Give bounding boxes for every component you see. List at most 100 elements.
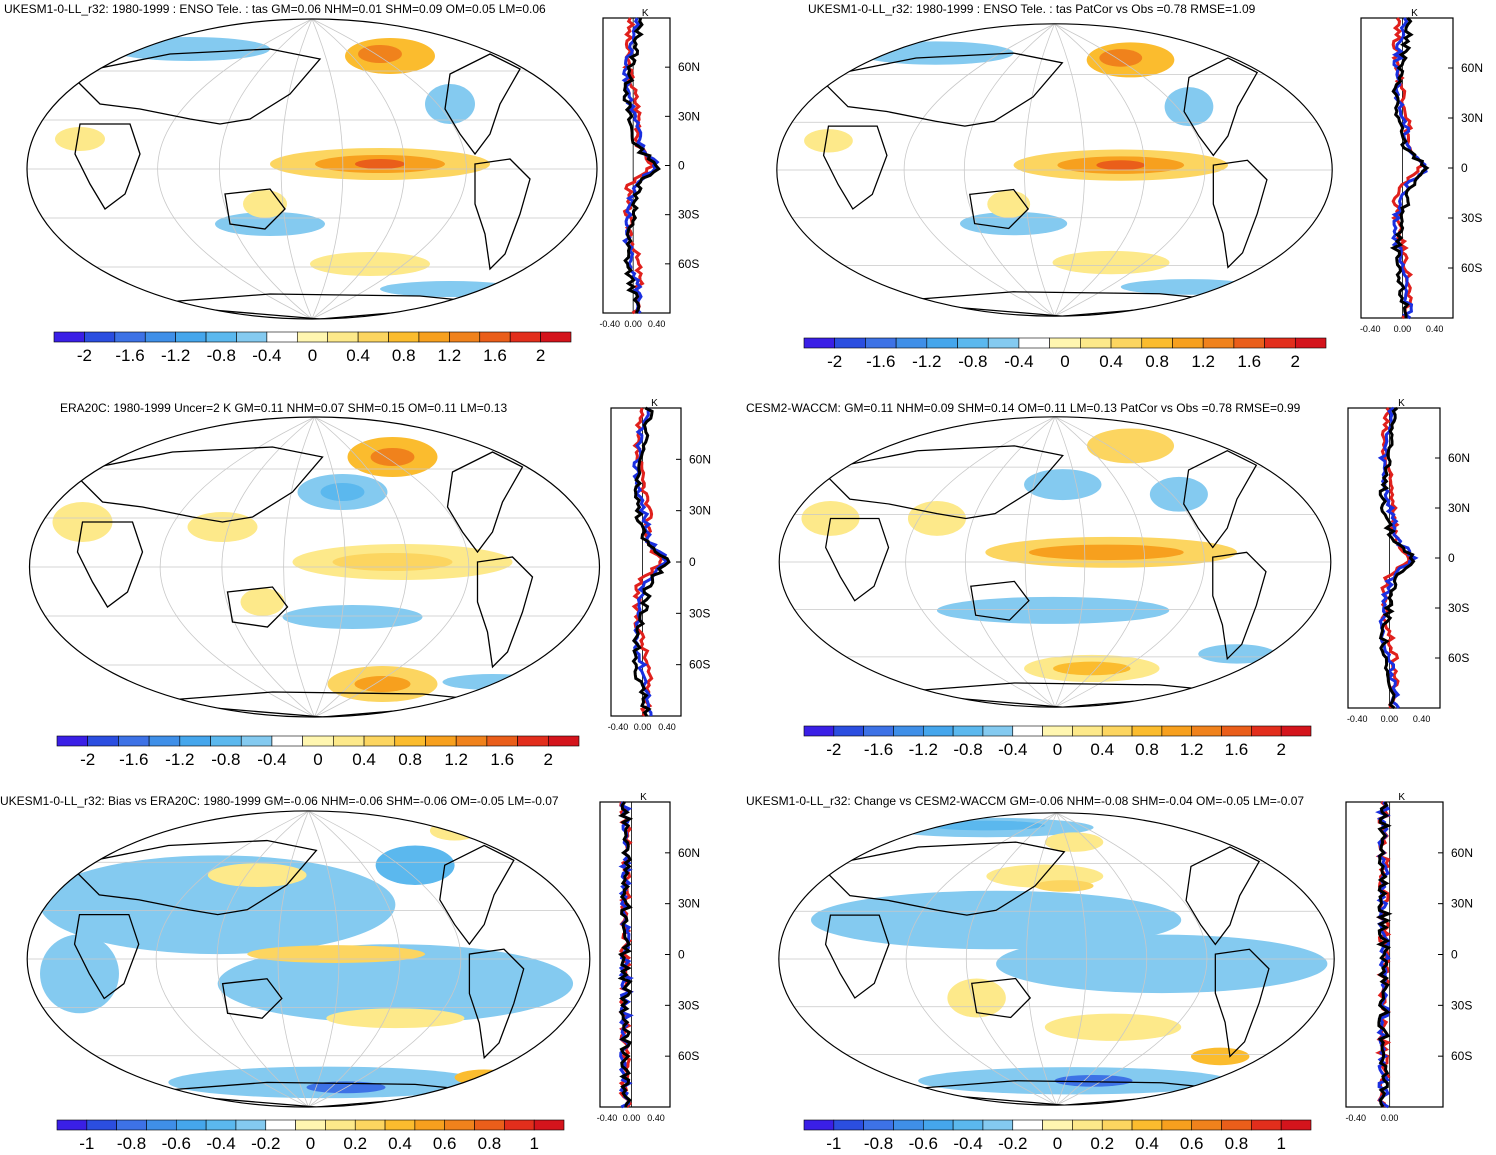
coastline bbox=[822, 125, 888, 210]
coastline bbox=[439, 844, 515, 946]
profile-x-label: 0.40 bbox=[1413, 714, 1431, 724]
anomaly-contour bbox=[1054, 1074, 1133, 1087]
profile-x-label: -0.40 bbox=[599, 319, 620, 329]
colorbar-tick-label: -1.6 bbox=[115, 346, 144, 365]
profile-frame bbox=[599, 801, 671, 1108]
world-map-change-vs-cesm2 bbox=[778, 812, 1335, 1106]
colorbar-swatch bbox=[271, 735, 303, 747]
colorbar-swatch bbox=[479, 331, 511, 343]
longitude-line bbox=[965, 416, 1056, 708]
profile-lat-label: 30S bbox=[1461, 211, 1482, 225]
anomaly-contour bbox=[355, 159, 405, 169]
colorbar-swatch bbox=[449, 331, 481, 343]
profile-lat-label: 60N bbox=[689, 452, 711, 466]
anomaly-contour bbox=[425, 84, 475, 124]
longitude-line bbox=[216, 810, 309, 1108]
profile-x-label: 0.40 bbox=[647, 1113, 665, 1123]
colorbar-tick-label: 0.8 bbox=[392, 346, 416, 365]
profile-lat-label: 60S bbox=[689, 658, 710, 672]
colorbar-tick-label: 2 bbox=[536, 346, 545, 365]
profile-lat-label: 30N bbox=[1451, 897, 1473, 911]
longitude-line bbox=[1054, 416, 1086, 708]
colorbar-tick-label: -0.2 bbox=[251, 1134, 280, 1153]
colorbar-tick-label: 0.4 bbox=[1099, 352, 1123, 371]
anomaly-contour bbox=[207, 863, 307, 887]
anomaly-contour bbox=[1035, 880, 1094, 892]
longitude-line bbox=[1024, 23, 1055, 317]
profile-x-label: -0.40 bbox=[608, 722, 629, 732]
profile-lat-label: 60S bbox=[678, 257, 699, 271]
colorbar-swatch bbox=[175, 1119, 207, 1131]
coastline bbox=[474, 158, 531, 271]
profile-x-label: -0.40 bbox=[1347, 714, 1368, 724]
colorbar-swatch bbox=[296, 331, 329, 343]
colorbar-tick-label: -1.2 bbox=[909, 740, 938, 759]
colorbar-swatch bbox=[1264, 337, 1296, 349]
colorbar-swatch bbox=[265, 1119, 296, 1131]
colorbar-swatch bbox=[146, 1119, 177, 1131]
colorbar-swatch bbox=[504, 1119, 535, 1131]
colorbar-swatch bbox=[56, 735, 89, 747]
colorbar-swatch bbox=[86, 1119, 117, 1131]
colorbar-swatch bbox=[205, 1119, 237, 1131]
colorbar-tick-label: 1.6 bbox=[1225, 740, 1249, 759]
colorbar-swatch bbox=[414, 1119, 446, 1131]
anomaly-contour bbox=[247, 945, 425, 963]
coastline bbox=[971, 977, 1032, 1019]
colorbar-tick-label: 2 bbox=[1291, 352, 1300, 371]
colorbar-tick-label: -2 bbox=[826, 740, 841, 759]
colorbar-swatch bbox=[893, 1119, 924, 1131]
colorbar-swatch bbox=[354, 1119, 386, 1131]
longitude-line bbox=[314, 417, 470, 717]
profile-lat-label: 0 bbox=[1448, 551, 1455, 565]
colorbar-tick-label: 1 bbox=[529, 1134, 538, 1153]
colorbar-swatch bbox=[509, 331, 541, 343]
colorbar-tick-label: -0.2 bbox=[998, 1134, 1027, 1153]
colorbar-swatch bbox=[803, 725, 835, 737]
colorbar-tick-label: 0 bbox=[313, 750, 322, 769]
colorbar-swatch bbox=[302, 735, 334, 747]
coastline bbox=[446, 451, 524, 554]
colorbar: -2 -1.6 -1.2 -0.8 -0.4 0 0.4 0.8 1.2 1.6 2 bbox=[53, 331, 572, 365]
longitude-line bbox=[1024, 416, 1056, 708]
map-border bbox=[26, 810, 591, 1108]
colorbar-swatch bbox=[1072, 725, 1103, 737]
colorbar-swatch bbox=[982, 725, 1014, 737]
colorbar-tick-label: 0 bbox=[1060, 352, 1069, 371]
profile-x-label: 0.40 bbox=[648, 319, 666, 329]
longitude-line bbox=[280, 19, 313, 319]
colorbar-swatch bbox=[295, 1119, 326, 1131]
anomaly-contour bbox=[1120, 279, 1258, 295]
anomaly-contour bbox=[1086, 428, 1175, 464]
colorbar-tick-label: -0.4 bbox=[953, 1134, 982, 1153]
world-map-bias-vs-era20c bbox=[26, 810, 591, 1108]
colorbar-swatch bbox=[952, 1119, 984, 1131]
anomaly-contour bbox=[442, 674, 543, 690]
colorbar-swatch bbox=[833, 1119, 864, 1131]
anomaly-contour bbox=[1096, 160, 1146, 170]
colorbar-tick-label: -0.8 bbox=[958, 352, 987, 371]
coastline bbox=[76, 521, 144, 608]
colorbar-swatch bbox=[474, 1119, 505, 1131]
colorbar-tick-label: 0.4 bbox=[388, 1134, 412, 1153]
colorbar-tick-label: -1 bbox=[826, 1134, 841, 1153]
colorbar-swatch bbox=[1280, 725, 1312, 737]
colorbar-swatch bbox=[384, 1119, 416, 1131]
colorbar-tick-label: -1.2 bbox=[165, 750, 194, 769]
coastline bbox=[1183, 57, 1259, 157]
colorbar-swatch bbox=[1280, 1119, 1312, 1131]
longitude-line bbox=[155, 810, 309, 1108]
anomaly-contour bbox=[1149, 476, 1208, 512]
colorbar-tick-label: 1.6 bbox=[483, 346, 507, 365]
panel-title: UKESM1-0-LL_r32: Change vs CESM2-WACCM G… bbox=[746, 794, 1305, 808]
zonal-mean-line bbox=[631, 407, 664, 717]
anomaly-contour bbox=[310, 252, 430, 276]
colorbar-tick-label: -0.4 bbox=[252, 346, 281, 365]
colorbar-swatch bbox=[895, 337, 928, 349]
colorbar-swatch bbox=[333, 735, 365, 747]
colorbar-swatch bbox=[56, 1119, 88, 1131]
longitude-line bbox=[905, 416, 1056, 708]
colorbar-tick-label: -0.6 bbox=[909, 1134, 938, 1153]
colorbar-swatch bbox=[327, 331, 359, 343]
colorbar-tick-label: 2 bbox=[1276, 740, 1285, 759]
